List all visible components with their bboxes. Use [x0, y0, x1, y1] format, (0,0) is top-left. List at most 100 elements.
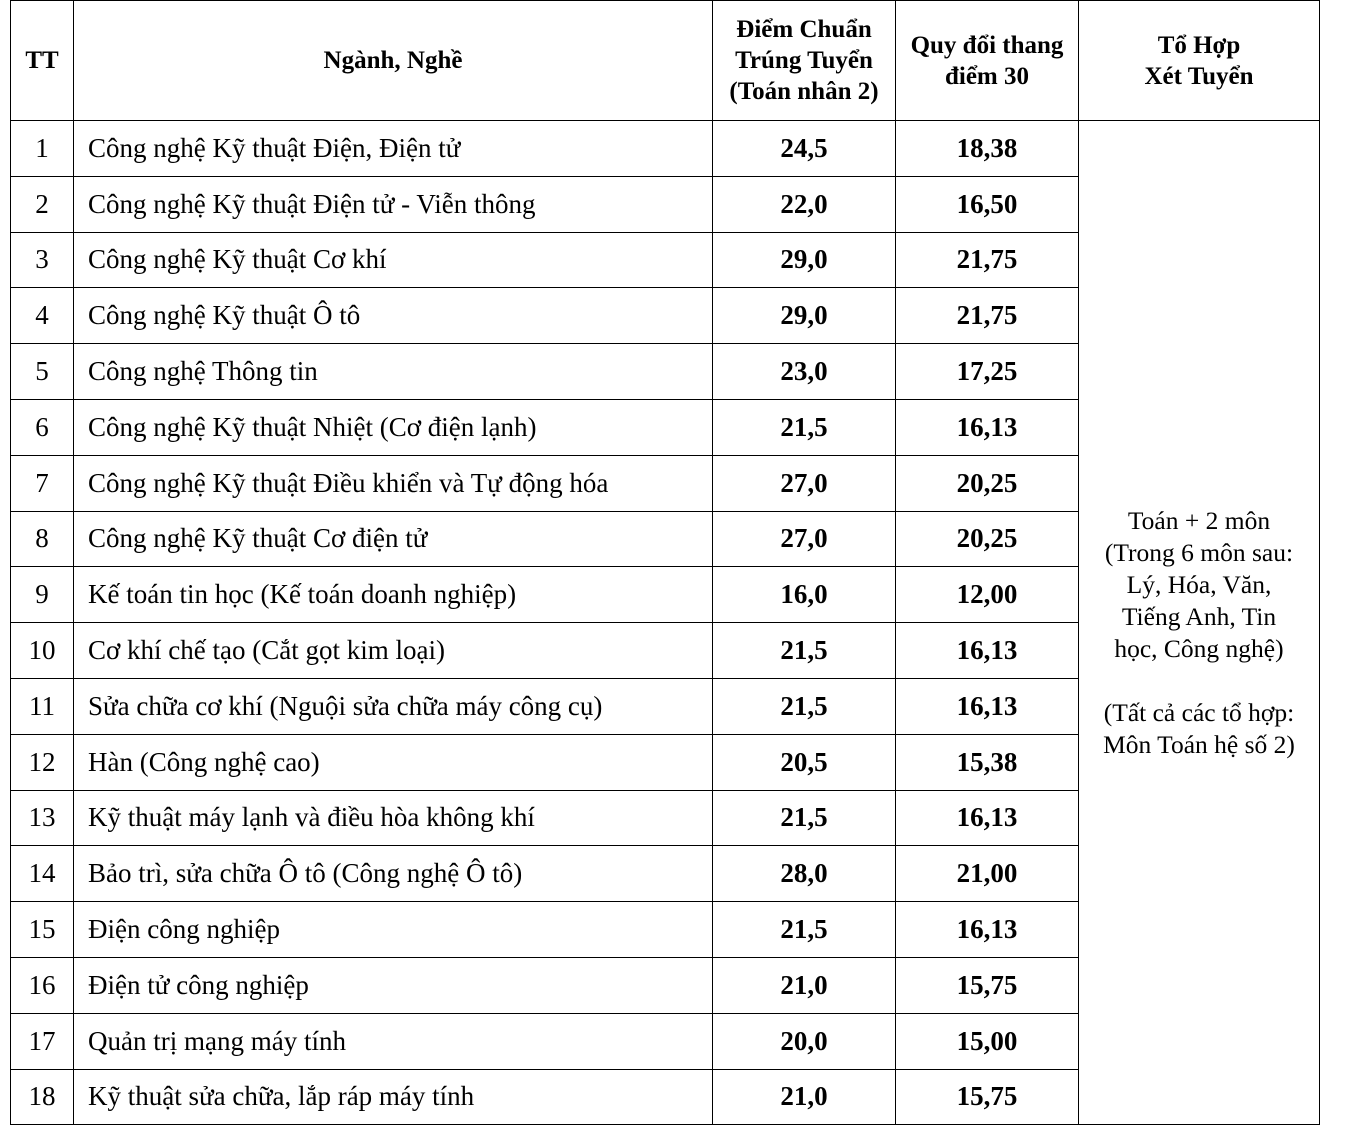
table-row: 9 Kế toán tin học (Kế toán doanh nghiệp) 1…	[10, 566, 1320, 624]
row-score: 27,0	[712, 510, 896, 568]
row-score: 21,0	[712, 956, 896, 1014]
row-tt: 11	[10, 677, 74, 735]
row-major-name: Bảo trì, sửa chữa Ô tô (Công nghệ Ô tô)	[73, 845, 713, 903]
combo-line: (Tất cả các tổ hợp:	[1103, 697, 1295, 727]
row-major-name: Kỹ thuật sửa chữa, lắp ráp máy tính	[73, 1068, 713, 1126]
header-line: Trúng Tuyển	[735, 47, 873, 74]
table-row: 16 Điện tử công nghiệp 21,0 15,75	[10, 956, 1320, 1014]
row-scale30: 15,38	[895, 733, 1079, 791]
row-score: 27,0	[712, 454, 896, 512]
row-score: 16,0	[712, 566, 896, 624]
row-major-name: Hàn (Công nghệ cao)	[73, 733, 713, 791]
row-major-name: Quản trị mạng máy tính	[73, 1012, 713, 1070]
row-score: 28,0	[712, 845, 896, 903]
table-row: 6 Công nghệ Kỹ thuật Nhiệt (Cơ điện lạnh)…	[10, 398, 1320, 456]
combo-line: Lý, Hóa, Văn,	[1126, 569, 1272, 599]
admission-scores-table: TT Ngành, Nghề Điểm Chuẩn Trúng Tuyển (T…	[10, 0, 1320, 1126]
row-scale30: 20,25	[895, 510, 1079, 568]
row-tt: 1	[10, 120, 74, 177]
row-score: 23,0	[712, 343, 896, 400]
table-row: 13 Kỹ thuật máy lạnh và điều hòa không kh…	[10, 789, 1320, 847]
combo-line: (Trong 6 môn sau:	[1104, 537, 1294, 567]
row-major-name: Kỹ thuật máy lạnh và điều hòa không khí	[73, 789, 713, 847]
row-major-name: Sửa chữa cơ khí (Nguội sửa chữa máy công…	[73, 677, 713, 735]
row-score: 20,5	[712, 733, 896, 791]
row-score: 21,5	[712, 622, 896, 679]
row-tt: 7	[10, 454, 74, 512]
row-tt: 8	[10, 510, 74, 568]
row-score: 29,0	[712, 287, 896, 345]
row-scale30: 20,25	[895, 454, 1079, 512]
row-score: 21,5	[712, 398, 896, 456]
row-scale30: 18,38	[895, 120, 1079, 177]
row-tt: 16	[10, 956, 74, 1014]
row-score: 21,5	[712, 901, 896, 958]
row-scale30: 16,13	[895, 789, 1079, 847]
table-row: 15 Điện công nghiệp 21,5 16,13	[10, 901, 1320, 958]
row-major-name: Công nghệ Kỹ thuật Ô tô	[73, 287, 713, 345]
row-major-name: Điện công nghiệp	[73, 901, 713, 958]
row-major-name: Công nghệ Kỹ thuật Nhiệt (Cơ điện lạnh)	[73, 398, 713, 456]
row-tt: 4	[10, 287, 74, 345]
row-major-name: Kế toán tin học (Kế toán doanh nghiệp)	[73, 566, 713, 624]
spacer	[1079, 665, 1319, 697]
row-score: 21,5	[712, 789, 896, 847]
row-major-name: Công nghệ Kỹ thuật Điều khiển và Tự động…	[73, 454, 713, 512]
row-scale30: 17,25	[895, 343, 1079, 400]
table-row: 7 Công nghệ Kỹ thuật Điều khiển và Tự độn…	[10, 454, 1320, 512]
row-scale30: 16,13	[895, 622, 1079, 679]
row-scale30: 21,00	[895, 845, 1079, 903]
row-major-name: Công nghệ Kỹ thuật Điện tử - Viễn thông	[73, 175, 713, 233]
table-row: 17 Quản trị mạng máy tính 20,0 15,00	[10, 1012, 1320, 1070]
table-row: 4 Công nghệ Kỹ thuật Ô tô 29,0 21,75	[10, 287, 1320, 345]
combo-line: Tiếng Anh, Tin	[1121, 601, 1277, 631]
combo-line: Môn Toán hệ số 2)	[1103, 729, 1295, 759]
row-tt: 9	[10, 566, 74, 624]
header-scale30: Quy đổi thang điểm 30	[895, 0, 1079, 121]
row-tt: 14	[10, 845, 74, 903]
row-tt: 6	[10, 398, 74, 456]
combo-cell: Toán + 2 môn (Trong 6 môn sau: Lý, Hóa, Vă…	[1078, 119, 1320, 1126]
table-row: 14 Bảo trì, sửa chữa Ô tô (Công nghệ Ô tô…	[10, 845, 1320, 903]
row-tt: 13	[10, 789, 74, 847]
header-line: Xét Tuyển	[1144, 62, 1254, 90]
row-tt: 12	[10, 733, 74, 791]
row-tt: 3	[10, 231, 74, 289]
table-row: 18 Kỹ thuật sửa chữa, lắp ráp máy tính 21,…	[10, 1068, 1320, 1126]
row-scale30: 21,75	[895, 287, 1079, 345]
row-scale30: 16,13	[895, 901, 1079, 958]
table-row: 3 Công nghệ Kỹ thuật Cơ khí 29,0 21,75	[10, 231, 1320, 289]
row-major-name: Công nghệ Kỹ thuật Cơ điện tử	[73, 510, 713, 568]
table-row: 1 Công nghệ Kỹ thuật Điện, Điện tử 24,5 18,…	[10, 119, 1320, 1126]
row-major-name: Công nghệ Kỹ thuật Cơ khí	[73, 231, 713, 289]
header-major: Ngành, Nghề	[73, 0, 713, 121]
header-score: Điểm Chuẩn Trúng Tuyển (Toán nhân 2)	[712, 0, 896, 121]
table-row: 8 Công nghệ Kỹ thuật Cơ điện tử 27,0 20,25	[10, 510, 1320, 568]
table-row: 5 Công nghệ Thông tin 23,0 17,25	[10, 343, 1320, 400]
row-scale30: 12,00	[895, 566, 1079, 624]
row-score: 24,5	[712, 120, 896, 177]
table-row: 2 Công nghệ Kỹ thuật Điện tử - Viễn thông…	[10, 175, 1320, 233]
combo-line: học, Công nghệ)	[1114, 633, 1284, 663]
row-tt: 15	[10, 901, 74, 958]
row-score: 22,0	[712, 175, 896, 233]
row-scale30: 21,75	[895, 231, 1079, 289]
header-tt: TT	[10, 0, 74, 121]
table-row: 11 Sửa chữa cơ khí (Nguội sửa chữa máy cô…	[10, 677, 1320, 735]
row-score: 21,5	[712, 677, 896, 735]
row-scale30: 16,13	[895, 677, 1079, 735]
header-line: (Toán nhân 2)	[729, 78, 879, 105]
row-score: 20,0	[712, 1012, 896, 1070]
header-row: TT Ngành, Nghề Điểm Chuẩn Trúng Tuyển (T…	[10, 0, 1320, 121]
row-tt: 5	[10, 343, 74, 400]
row-major-name: Công nghệ Kỹ thuật Điện, Điện tử	[73, 120, 713, 177]
header-line: điểm 30	[944, 62, 1030, 90]
row-major-name: Điện tử công nghiệp	[73, 956, 713, 1014]
row-major-name: Cơ khí chế tạo (Cắt gọt kim loại)	[73, 622, 713, 679]
table-row: 10 Cơ khí chế tạo (Cắt gọt kim loại) 21,5 1…	[10, 622, 1320, 679]
row-tt: 2	[10, 175, 74, 233]
row-tt: 10	[10, 622, 74, 679]
row-major-name: Công nghệ Thông tin	[73, 343, 713, 400]
row-scale30: 15,75	[895, 1068, 1079, 1126]
row-score: 29,0	[712, 231, 896, 289]
